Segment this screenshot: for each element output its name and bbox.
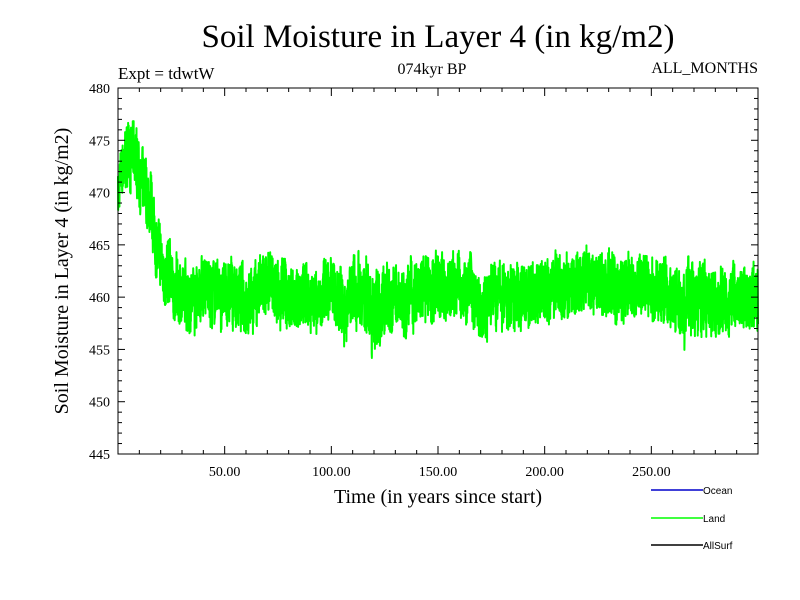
y-tick-label: 480 bbox=[89, 82, 110, 97]
y-axis-label: Soil Moisture in Layer 4 (in kg/m2) bbox=[51, 128, 73, 415]
series-line-land bbox=[117, 120, 759, 359]
x-tick-label: 250.00 bbox=[632, 465, 671, 480]
y-tick-label: 460 bbox=[89, 291, 110, 306]
subtitle-months: ALL_MONTHS bbox=[651, 60, 758, 77]
x-tick-label: 50.00 bbox=[209, 465, 241, 480]
series-layer bbox=[117, 120, 759, 359]
subtitle-period: 074kyr BP bbox=[398, 61, 467, 78]
chart-title: Soil Moisture in Layer 4 (in kg/m2) bbox=[202, 19, 675, 55]
plot-frame bbox=[117, 87, 759, 455]
x-tick-label: 150.00 bbox=[419, 465, 458, 480]
y-tick-label: 450 bbox=[89, 396, 110, 411]
y-tick-label: 465 bbox=[89, 239, 110, 254]
legend-label-allsurf: AllSurf bbox=[703, 541, 733, 552]
y-tick-label: 455 bbox=[89, 343, 110, 358]
y-tick-label: 475 bbox=[89, 134, 110, 149]
x-tick-label: 100.00 bbox=[312, 465, 351, 480]
legend-label-land: Land bbox=[703, 514, 725, 525]
subtitle-experiment: Expt = tdwtW bbox=[118, 64, 215, 83]
legend: Ocean Land AllSurf bbox=[651, 486, 733, 552]
y-tick-label: 470 bbox=[89, 187, 110, 202]
x-tick-label: 200.00 bbox=[525, 465, 564, 480]
x-axis-label: Time (in years since start) bbox=[334, 486, 542, 508]
legend-label-ocean: Ocean bbox=[703, 486, 732, 497]
ticks-layer: 445 450 455 460 465 470 475 480 50.00 100.00 150.0… bbox=[89, 82, 758, 480]
y-tick-label: 445 bbox=[89, 448, 110, 463]
